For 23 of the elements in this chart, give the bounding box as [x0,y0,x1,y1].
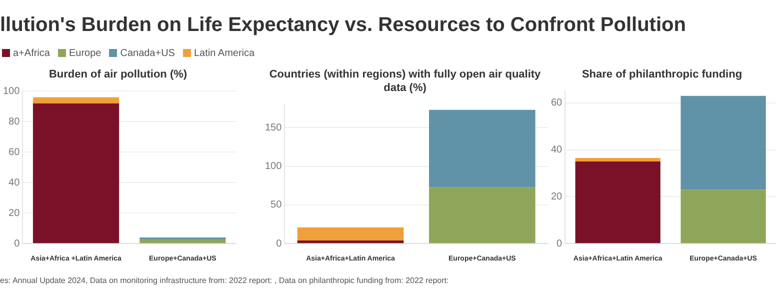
y-tick-label: 0 [14,238,20,250]
y-tick-label: 100 [264,161,282,172]
legend-label: Latin America [192,48,255,59]
y-tick-label: 40 [8,177,20,188]
y-tick-label: 20 [8,208,20,219]
text: llution's Burden on Life Expectancy vs. Resources to Confront Pollution [0,14,686,37]
y-tick-label: 60 [8,146,20,158]
y-tick-label: 50 [270,200,282,211]
legend-label: Canada+US [119,48,175,59]
text: es: Annual Update 2024, Data on monitoring infrastructure from: 2022 report: , Data on philanthropic funding from: 2022 report: [0,276,449,285]
chart-title: Share of philanthropic funding [582,68,742,81]
y-tick-label: 20 [551,191,563,202]
chart-title: Countries (within regions) with fully open air quality data (%) [269,68,542,94]
legend-label: Europe [68,48,102,59]
legend-label: a+Africa [12,48,50,59]
y-tick-label: 60 [551,98,563,109]
chart-title: Burden of air pollution (%) [48,68,188,81]
y-tick-label: 80 [8,116,20,128]
y-tick-label: 100 [2,86,20,97]
y-tick-label: 0 [276,238,282,250]
y-tick-label: 0 [556,238,563,250]
y-tick-label: 40 [551,144,563,156]
y-tick-label: 150 [264,122,282,134]
